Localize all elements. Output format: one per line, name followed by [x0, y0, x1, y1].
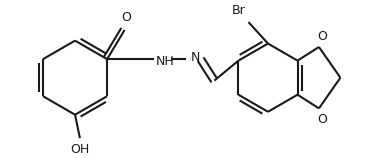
Text: Br: Br: [232, 4, 246, 17]
Text: O: O: [121, 11, 131, 24]
Text: OH: OH: [70, 143, 89, 156]
Text: NH: NH: [156, 55, 175, 68]
Text: O: O: [317, 30, 327, 43]
Text: O: O: [317, 113, 327, 126]
Text: N: N: [191, 51, 200, 64]
